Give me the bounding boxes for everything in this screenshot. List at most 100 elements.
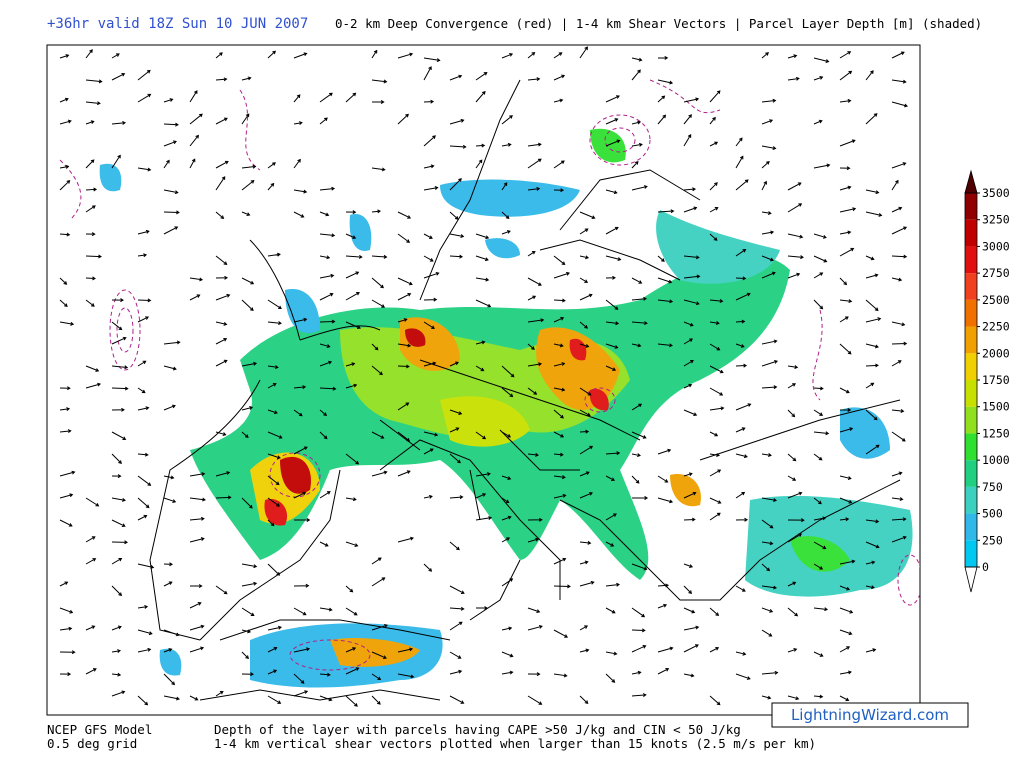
- shear-arrow: [267, 519, 275, 527]
- shear-arrow: [579, 211, 596, 220]
- shear-arrow: [449, 621, 463, 631]
- shear-arrow: [553, 431, 565, 438]
- shear-arrow: [579, 580, 595, 587]
- shear-arrow: [189, 113, 203, 125]
- shear-arrow: [735, 155, 744, 169]
- shear-arrow: [449, 254, 464, 259]
- shear-arrow: [293, 211, 305, 218]
- shear-arrow: [605, 651, 618, 656]
- shear-arrow: [163, 226, 179, 235]
- shear-arrow: [189, 624, 205, 631]
- shear-arrow: [397, 113, 409, 125]
- shear-arrow: [579, 540, 592, 545]
- shear-arrow: [163, 122, 179, 127]
- shear-arrow: [553, 493, 567, 499]
- shear-arrow: [319, 386, 337, 391]
- shear-arrow: [85, 276, 96, 281]
- shear-arrow: [241, 179, 255, 191]
- shear-arrow: [137, 93, 152, 103]
- colorbar-label: 0: [982, 560, 989, 574]
- shear-arrow: [241, 431, 249, 438]
- shear-arrow: [527, 158, 542, 169]
- shear-arrow: [761, 670, 779, 675]
- shear-arrow: [839, 316, 849, 323]
- shear-arrow: [683, 472, 693, 477]
- shear-arrow: [189, 516, 205, 521]
- shear-arrow: [397, 277, 413, 286]
- shear-arrow: [865, 317, 882, 323]
- shear-arrow: [865, 70, 874, 81]
- shear-arrow: [111, 497, 126, 502]
- shear-arrow: [605, 582, 620, 587]
- shear-arrow: [891, 277, 903, 282]
- shear-arrow: [423, 563, 433, 572]
- shear-arrow: [371, 49, 378, 59]
- shear-arrow: [449, 427, 460, 433]
- shear-arrow: [371, 277, 384, 289]
- shear-arrow: [319, 607, 333, 612]
- shear-arrow: [475, 143, 486, 148]
- shear-arrow: [813, 497, 822, 505]
- shear-arrow: [553, 557, 567, 565]
- shear-arrow: [657, 583, 670, 588]
- shear-arrow: [319, 273, 335, 279]
- shear-arrow: [709, 497, 722, 504]
- shear-arrow: [839, 343, 852, 355]
- shear-arrow: [735, 249, 747, 257]
- shear-arrow: [735, 585, 746, 592]
- shear-arrow: [293, 52, 308, 59]
- shear-arrow: [553, 255, 566, 266]
- shear-arrow: [163, 98, 174, 103]
- shear-arrow: [215, 52, 223, 59]
- shear-arrow: [527, 537, 540, 543]
- shear-arrow: [59, 54, 70, 59]
- shear-arrow: [111, 625, 122, 631]
- shear-arrow: [501, 211, 510, 220]
- shear-arrow: [735, 137, 743, 147]
- shear-arrow: [137, 360, 147, 367]
- shear-arrow: [761, 180, 768, 191]
- shear-arrow: [605, 365, 617, 371]
- shear-arrow: [111, 298, 124, 303]
- shear-arrow: [137, 695, 149, 706]
- shear-arrow: [605, 139, 621, 147]
- shear-arrow: [163, 629, 180, 637]
- shear-arrow: [631, 277, 643, 284]
- shear-arrow: [345, 271, 360, 279]
- shear-arrow: [449, 233, 465, 239]
- shear-arrow: [59, 470, 76, 477]
- shear-arrow: [813, 299, 824, 310]
- shear-arrow: [215, 431, 227, 436]
- coastlines: [149, 79, 901, 701]
- shear-arrow: [761, 695, 772, 700]
- shear-arrow: [163, 210, 180, 215]
- shear-arrow: [501, 182, 508, 191]
- footer-grid: 0.5 deg grid: [47, 736, 137, 751]
- shear-arrow: [631, 120, 642, 125]
- colorbar: 0 250 500 750 1000 1250 1500 1750 2000 2250 2500 27…: [964, 169, 1010, 593]
- shear-arrow: [891, 360, 902, 367]
- shear-arrow: [475, 90, 486, 103]
- colorbar-label: 2250: [982, 320, 1010, 334]
- colorbar-label: 250: [982, 533, 1003, 547]
- shear-arrow: [631, 670, 642, 675]
- shear-arrow: [813, 651, 824, 657]
- shear-arrow: [683, 673, 695, 678]
- shear-arrow: [553, 298, 566, 303]
- shear-arrow: [59, 429, 72, 434]
- shear-arrow: [709, 431, 719, 437]
- shear-arrow: [475, 365, 485, 372]
- shear-arrow: [397, 673, 415, 679]
- colorbar-segment: [965, 246, 977, 274]
- shear-arrow: [865, 211, 883, 217]
- shear-arrow: [267, 625, 282, 631]
- shear-arrow: [475, 277, 490, 282]
- shear-arrow: [137, 69, 151, 81]
- shear-arrow: [423, 99, 435, 104]
- shear-arrow: [85, 120, 95, 125]
- shear-arrow: [423, 233, 433, 239]
- colorbar-segment: [965, 299, 977, 327]
- shear-arrow: [293, 121, 303, 126]
- shear-arrow: [735, 403, 752, 411]
